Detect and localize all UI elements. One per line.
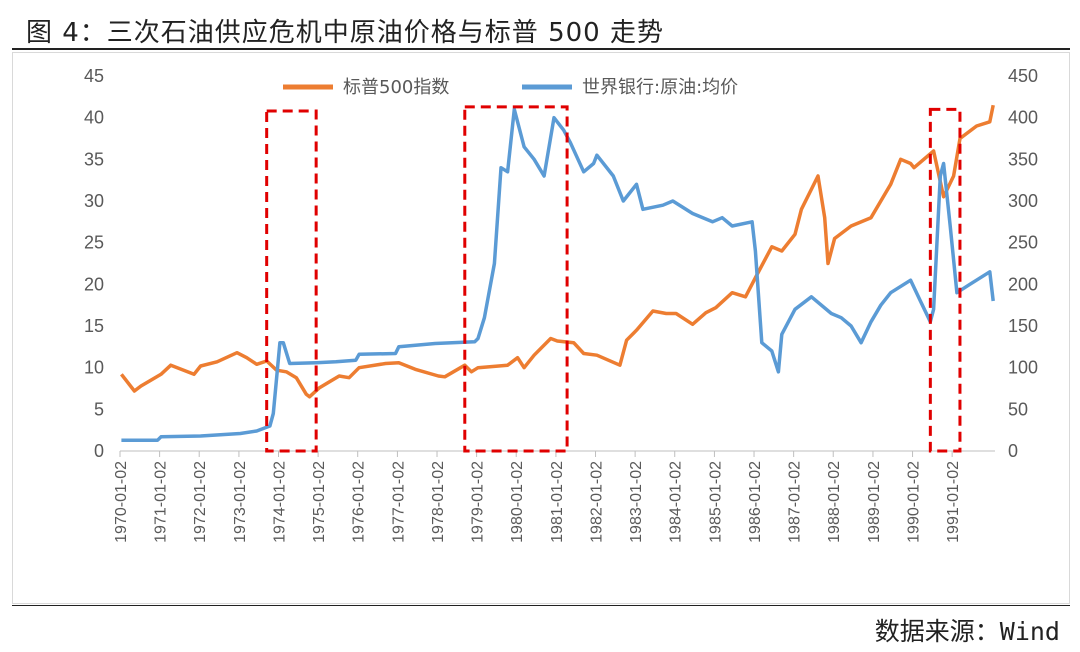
y-left-tick-label: 10 xyxy=(84,358,104,378)
chart-frame xyxy=(12,52,1070,604)
x-tick-label: 1990-01-02 xyxy=(906,461,923,543)
x-tick-label: 1981-01-02 xyxy=(549,461,566,543)
crisis-highlight-box xyxy=(265,109,318,453)
x-tick-label: 1991-01-02 xyxy=(945,461,962,543)
x-tick-label: 1974-01-02 xyxy=(272,461,289,543)
y-left-tick-label: 5 xyxy=(94,399,104,419)
y-right-tick-label: 450 xyxy=(1008,66,1038,86)
y-left-tick-label: 25 xyxy=(84,233,104,253)
y-right-tick-label: 150 xyxy=(1008,316,1038,336)
x-tick-label: 1988-01-02 xyxy=(826,461,843,543)
x-tick-label: 1983-01-02 xyxy=(628,461,645,543)
y-right-tick-label: 350 xyxy=(1008,149,1038,169)
y-right-tick-label: 400 xyxy=(1008,108,1038,128)
legend-oil-label: 世界银行:原油:均价 xyxy=(582,77,738,98)
y-right-tick-label: 300 xyxy=(1008,191,1038,211)
x-tick-label: 1980-01-02 xyxy=(509,461,526,543)
y-left-tick-label: 20 xyxy=(84,274,104,294)
x-tick-label: 1979-01-02 xyxy=(470,461,487,543)
x-tick-label: 1986-01-02 xyxy=(747,461,764,543)
legend-sp500-label: 标普500指数 xyxy=(343,77,449,98)
x-tick-label: 1972-01-02 xyxy=(192,461,209,543)
y-right-tick-label: 250 xyxy=(1008,233,1038,253)
sp500-line xyxy=(120,104,995,399)
x-tick-label: 1971-01-02 xyxy=(153,461,170,543)
x-tick-label: 1984-01-02 xyxy=(668,461,685,543)
y-left-tick-label: 40 xyxy=(84,108,104,128)
y-left-tick-label: 30 xyxy=(84,191,104,211)
y-right-tick-label: 50 xyxy=(1008,399,1028,419)
x-tick-label: 1977-01-02 xyxy=(390,461,407,543)
y-right-tick-label: 200 xyxy=(1008,274,1038,294)
y-right-tick-label: 0 xyxy=(1008,441,1018,461)
x-tick-label: 1973-01-02 xyxy=(232,461,249,543)
bottom-rule xyxy=(12,605,1070,606)
x-tick-label: 1975-01-02 xyxy=(311,461,328,543)
x-tick-label: 1982-01-02 xyxy=(589,461,606,543)
oil-price-line xyxy=(121,107,995,442)
title-bar: 图 4：三次石油供应危机中原油价格与标普 500 走势 xyxy=(12,8,1070,50)
x-tick-label: 1989-01-02 xyxy=(866,461,883,543)
x-tick-label: 1978-01-02 xyxy=(430,461,447,543)
y-left-tick-label: 0 xyxy=(94,441,104,461)
x-tick-label: 1970-01-02 xyxy=(113,461,130,543)
y-left-tick-label: 35 xyxy=(84,149,104,169)
y-left-tick-label: 45 xyxy=(84,66,104,86)
crisis-highlight-box xyxy=(928,107,962,453)
x-tick-label: 1987-01-02 xyxy=(787,461,804,543)
data-source: 数据来源：Wind xyxy=(874,617,1060,646)
y-left-tick-label: 15 xyxy=(84,316,104,336)
y-right-tick-label: 100 xyxy=(1008,358,1038,378)
crisis-highlight-box xyxy=(463,105,569,453)
x-tick-label: 1985-01-02 xyxy=(707,461,724,543)
x-tick-label: 1976-01-02 xyxy=(351,461,368,543)
chart-title: 图 4：三次石油供应危机中原油价格与标普 500 走势 xyxy=(26,18,664,48)
